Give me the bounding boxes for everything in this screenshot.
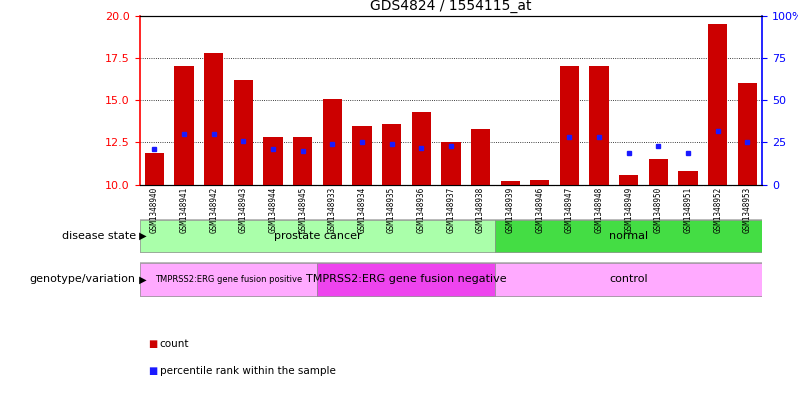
Bar bbox=[708, 24, 727, 185]
Bar bbox=[678, 171, 697, 185]
Bar bbox=[140, 220, 496, 252]
Bar bbox=[322, 99, 342, 185]
Text: GSM1348943: GSM1348943 bbox=[239, 186, 248, 233]
Text: GSM1348950: GSM1348950 bbox=[654, 186, 663, 233]
Text: GSM1348933: GSM1348933 bbox=[328, 186, 337, 233]
Bar bbox=[318, 263, 496, 296]
Bar bbox=[619, 174, 638, 185]
Bar bbox=[293, 138, 312, 185]
Bar bbox=[352, 125, 372, 185]
Text: GSM1348939: GSM1348939 bbox=[506, 186, 515, 233]
Text: TMPRSS2:ERG gene fusion positive: TMPRSS2:ERG gene fusion positive bbox=[155, 275, 302, 284]
Bar bbox=[737, 83, 757, 185]
Bar bbox=[560, 66, 579, 185]
Text: ▶: ▶ bbox=[136, 274, 146, 285]
Text: prostate cancer: prostate cancer bbox=[274, 231, 361, 241]
Text: GSM1348936: GSM1348936 bbox=[417, 186, 425, 233]
Text: GSM1348938: GSM1348938 bbox=[476, 186, 485, 233]
Text: genotype/variation: genotype/variation bbox=[30, 274, 136, 285]
Bar bbox=[234, 80, 253, 185]
Text: GSM1348947: GSM1348947 bbox=[565, 186, 574, 233]
Bar bbox=[496, 263, 762, 296]
Text: ■: ■ bbox=[148, 366, 157, 376]
Title: GDS4824 / 1554115_at: GDS4824 / 1554115_at bbox=[370, 0, 531, 13]
Text: GSM1348945: GSM1348945 bbox=[298, 186, 307, 233]
Text: ■: ■ bbox=[148, 339, 157, 349]
Bar bbox=[140, 263, 318, 296]
Bar bbox=[590, 66, 609, 185]
Text: count: count bbox=[160, 339, 189, 349]
Text: GSM1348946: GSM1348946 bbox=[535, 186, 544, 233]
Bar bbox=[175, 66, 194, 185]
Bar bbox=[204, 53, 223, 185]
Bar bbox=[649, 159, 668, 185]
Text: GSM1348941: GSM1348941 bbox=[180, 186, 188, 233]
Text: normal: normal bbox=[609, 231, 648, 241]
Bar bbox=[382, 124, 401, 185]
Text: GSM1348934: GSM1348934 bbox=[358, 186, 366, 233]
Text: GSM1348942: GSM1348942 bbox=[209, 186, 218, 233]
Bar bbox=[441, 142, 460, 185]
Bar bbox=[144, 152, 164, 185]
Bar bbox=[471, 129, 490, 185]
Text: percentile rank within the sample: percentile rank within the sample bbox=[160, 366, 335, 376]
Text: GSM1348951: GSM1348951 bbox=[684, 186, 693, 233]
Bar bbox=[496, 220, 762, 252]
Bar bbox=[500, 181, 519, 185]
Bar bbox=[530, 180, 549, 185]
Text: TMPRSS2:ERG gene fusion negative: TMPRSS2:ERG gene fusion negative bbox=[306, 274, 507, 285]
Text: GSM1348940: GSM1348940 bbox=[150, 186, 159, 233]
Text: ▶: ▶ bbox=[136, 231, 146, 241]
Text: disease state: disease state bbox=[61, 231, 136, 241]
Text: GSM1348953: GSM1348953 bbox=[743, 186, 752, 233]
Text: GSM1348952: GSM1348952 bbox=[713, 186, 722, 233]
Text: GSM1348937: GSM1348937 bbox=[446, 186, 456, 233]
Text: GSM1348949: GSM1348949 bbox=[624, 186, 633, 233]
Text: GSM1348948: GSM1348948 bbox=[595, 186, 603, 233]
Bar bbox=[263, 138, 282, 185]
Text: GSM1348944: GSM1348944 bbox=[269, 186, 278, 233]
Text: GSM1348935: GSM1348935 bbox=[387, 186, 396, 233]
Text: control: control bbox=[610, 274, 648, 285]
Bar bbox=[412, 112, 431, 185]
